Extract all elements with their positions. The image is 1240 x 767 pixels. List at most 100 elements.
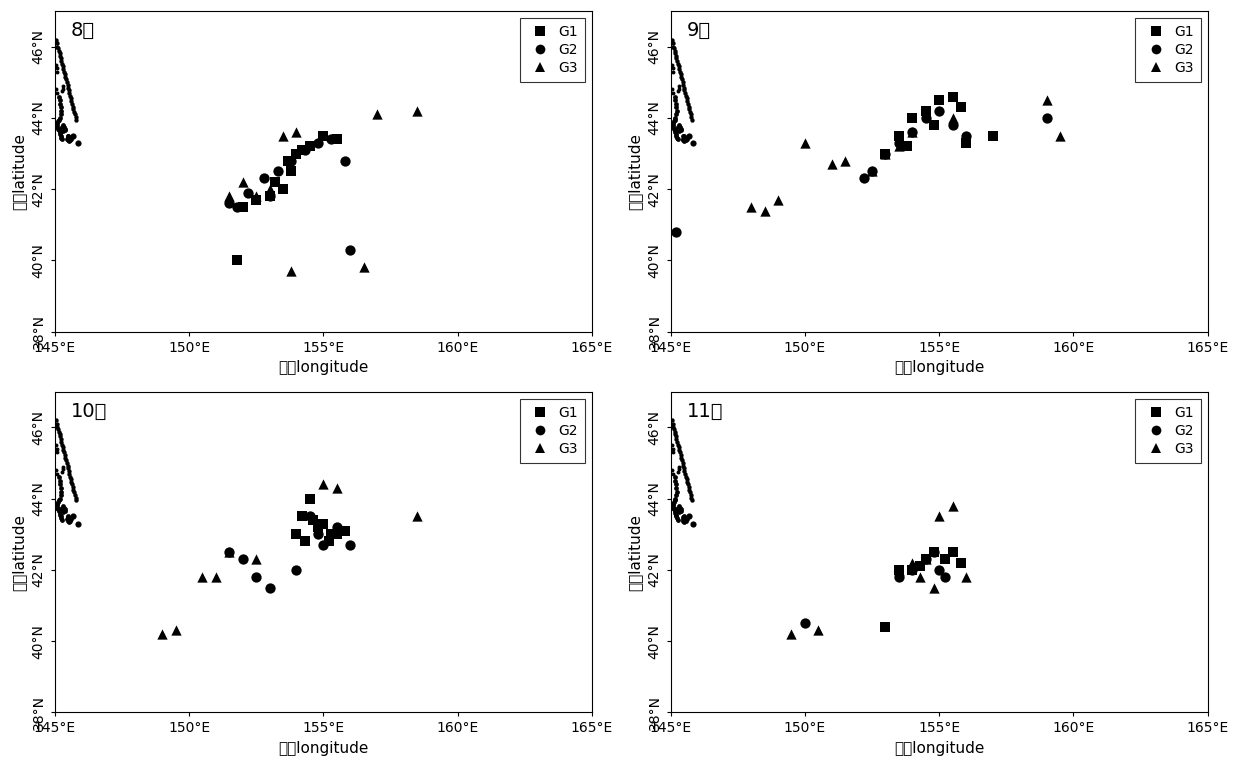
Point — [903, 126, 923, 138]
Point — [1037, 94, 1056, 107]
Point — [286, 147, 306, 160]
Point — [63, 103, 83, 115]
Text: 10月: 10月 — [71, 401, 107, 420]
Point — [663, 41, 683, 53]
X-axis label: 经度longitude: 经度longitude — [894, 360, 985, 375]
Point — [668, 514, 688, 526]
Point — [668, 439, 688, 451]
Point — [62, 94, 82, 107]
Point — [795, 617, 815, 630]
Point — [676, 470, 696, 482]
Point — [667, 130, 687, 142]
Point — [680, 510, 699, 522]
Point — [682, 492, 702, 504]
Point — [247, 571, 267, 583]
Point — [47, 87, 67, 99]
Point — [663, 496, 683, 509]
Text: 11月: 11月 — [687, 401, 723, 420]
Point — [281, 154, 301, 166]
Point — [666, 94, 686, 107]
Point — [665, 114, 684, 126]
Point — [47, 421, 67, 433]
Point — [66, 492, 86, 504]
Point — [63, 100, 83, 113]
Point — [665, 44, 684, 57]
Point — [52, 124, 72, 137]
Y-axis label: 纬度latitude: 纬度latitude — [11, 514, 26, 591]
Point — [52, 85, 72, 97]
Point — [676, 90, 696, 102]
Point — [60, 87, 79, 99]
Point — [672, 457, 692, 469]
Point — [682, 111, 702, 123]
Point — [63, 130, 83, 142]
Point — [58, 81, 78, 94]
Point — [670, 502, 689, 514]
Point — [408, 104, 428, 117]
Point — [663, 65, 683, 77]
Point — [46, 84, 66, 96]
Point — [675, 130, 694, 142]
Point — [680, 130, 699, 142]
Point — [662, 84, 682, 96]
Point — [667, 52, 687, 64]
Point — [875, 621, 895, 633]
Point — [295, 144, 315, 156]
Point — [52, 503, 72, 515]
Point — [56, 452, 76, 464]
Point — [670, 65, 689, 77]
Point — [57, 133, 77, 145]
Point — [55, 124, 74, 137]
Point — [951, 557, 971, 569]
Point — [48, 426, 68, 438]
Point — [48, 115, 68, 127]
Point — [314, 538, 334, 551]
Point — [273, 183, 293, 196]
Point — [675, 465, 694, 477]
Point — [667, 433, 687, 445]
Point — [670, 446, 689, 459]
Point — [942, 546, 962, 558]
Point — [62, 476, 82, 488]
Point — [61, 470, 81, 482]
Point — [47, 41, 67, 53]
Point — [903, 564, 923, 576]
Point — [942, 91, 962, 103]
Point — [677, 92, 697, 104]
Point — [56, 71, 76, 83]
Point — [58, 84, 78, 97]
Point — [666, 492, 686, 505]
Point — [58, 79, 78, 91]
Point — [875, 147, 895, 160]
Point — [667, 482, 687, 494]
Point — [58, 134, 78, 146]
Point — [903, 564, 923, 576]
Point — [924, 546, 944, 558]
Point — [929, 510, 949, 522]
Point — [673, 79, 693, 91]
Point — [663, 502, 683, 514]
Legend: G1, G2, G3: G1, G2, G3 — [1136, 18, 1200, 82]
Point — [66, 494, 86, 506]
Point — [854, 173, 874, 185]
Point — [875, 147, 895, 160]
Point — [327, 133, 347, 146]
Point — [667, 503, 687, 515]
Point — [61, 513, 81, 525]
Point — [668, 85, 688, 97]
Point — [662, 443, 682, 455]
Point — [254, 173, 274, 185]
Point — [50, 94, 69, 107]
Point — [50, 479, 69, 491]
Point — [668, 505, 688, 517]
Point — [50, 475, 69, 487]
Point — [52, 436, 72, 448]
Point — [667, 108, 687, 120]
Point — [897, 140, 916, 153]
Point — [247, 553, 267, 565]
Point — [48, 114, 68, 126]
Point — [675, 463, 694, 475]
Point — [663, 117, 683, 130]
Legend: G1, G2, G3: G1, G2, G3 — [520, 399, 585, 463]
Point — [663, 498, 683, 510]
